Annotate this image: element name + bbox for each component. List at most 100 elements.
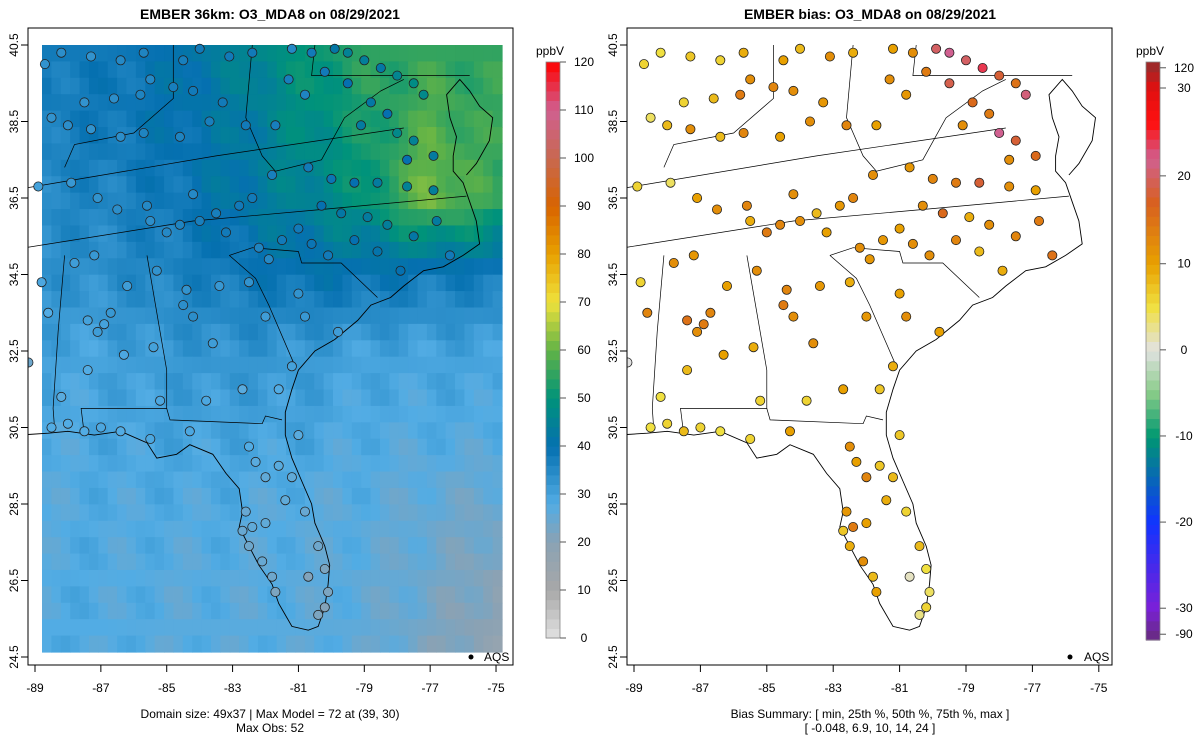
colorbar-segment xyxy=(1146,351,1160,362)
grid-cell xyxy=(98,455,109,473)
grid-cell xyxy=(483,602,494,620)
grid-cell xyxy=(379,159,390,177)
grid-cell xyxy=(248,553,259,571)
grid-cell xyxy=(473,307,484,325)
grid-cell xyxy=(267,323,278,341)
grid-cell xyxy=(60,209,71,227)
grid-cell xyxy=(145,487,156,505)
station-marker xyxy=(408,135,419,146)
station-marker xyxy=(808,338,819,349)
grid-cell xyxy=(286,323,297,341)
grid-cell xyxy=(351,619,362,637)
colorbar-segment xyxy=(546,177,560,188)
grid-cell xyxy=(426,291,437,309)
grid-cell xyxy=(220,192,231,210)
grid-cell xyxy=(239,422,250,440)
station-marker xyxy=(864,254,875,265)
grid-cell xyxy=(117,340,128,358)
grid-cell xyxy=(398,291,409,309)
model-grid xyxy=(42,45,503,653)
station-marker xyxy=(738,47,749,58)
grid-cell xyxy=(79,258,90,276)
grid-cell xyxy=(398,241,409,259)
colorbar-segment xyxy=(1146,187,1160,198)
station-marker xyxy=(907,238,918,249)
grid-cell xyxy=(492,45,503,63)
grid-cell xyxy=(276,520,287,538)
station-marker xyxy=(43,307,54,318)
station-marker xyxy=(894,223,905,234)
grid-cell xyxy=(42,274,52,292)
grid-cell xyxy=(304,438,315,456)
grid-cell xyxy=(220,635,231,653)
grid-cell xyxy=(361,389,372,407)
grid-cell xyxy=(88,422,99,440)
grid-cell xyxy=(436,192,447,210)
grid-cell xyxy=(333,537,344,555)
grid-cell xyxy=(436,455,447,473)
grid-cell xyxy=(333,553,344,571)
grid-cell xyxy=(145,455,156,473)
grid-cell xyxy=(173,307,184,325)
grid-cell xyxy=(464,209,475,227)
grid-cell xyxy=(304,602,315,620)
grid-cell xyxy=(286,455,297,473)
colorbar-segment xyxy=(546,474,560,485)
grid-cell xyxy=(483,258,494,276)
grid-cell xyxy=(286,258,297,276)
grid-cell xyxy=(323,635,334,653)
colorbar-tick-label: 100 xyxy=(574,151,594,165)
grid-cell xyxy=(408,159,419,177)
grid-cell xyxy=(483,340,494,358)
grid-cell xyxy=(276,537,287,555)
grid-cell xyxy=(51,176,62,194)
grid-cell xyxy=(483,159,494,177)
grid-cell xyxy=(145,422,156,440)
grid-cell xyxy=(304,356,315,374)
grid-cell xyxy=(182,176,193,194)
grid-cell xyxy=(333,241,344,259)
grid-cell xyxy=(314,94,325,112)
grid-cell xyxy=(323,520,334,538)
grid-cell xyxy=(286,77,297,95)
grid-cell xyxy=(248,373,259,391)
grid-cell xyxy=(257,127,268,145)
grid-cell xyxy=(408,274,419,292)
grid-cell xyxy=(79,455,90,473)
grid-cell xyxy=(473,225,484,243)
station-marker xyxy=(838,525,849,536)
y-tick-label: 28.5 xyxy=(606,492,620,516)
grid-cell xyxy=(79,77,90,95)
colorbar-segment xyxy=(546,263,560,274)
grid-cell xyxy=(79,241,90,259)
grid-cell xyxy=(295,586,306,604)
grid-cell xyxy=(126,356,137,374)
grid-cell xyxy=(267,356,278,374)
grid-cell xyxy=(145,241,156,259)
grid-cell xyxy=(351,586,362,604)
grid-cell xyxy=(210,438,221,456)
colorbar-segment xyxy=(546,158,560,169)
grid-cell xyxy=(426,45,437,63)
grid-cell xyxy=(304,274,315,292)
grid-cell xyxy=(445,340,456,358)
grid-cell xyxy=(164,110,175,128)
grid-cell xyxy=(351,422,362,440)
grid-cell xyxy=(117,356,128,374)
grid-cell xyxy=(473,405,484,423)
grid-cell xyxy=(379,635,390,653)
grid-cell xyxy=(154,635,165,653)
grid-cell xyxy=(342,258,353,276)
colorbar-segment xyxy=(1146,370,1160,381)
state-border xyxy=(229,247,378,298)
grid-cell xyxy=(455,635,466,653)
grid-cell xyxy=(398,537,409,555)
grid-cell xyxy=(333,389,344,407)
grid-cell xyxy=(408,127,419,145)
grid-cell xyxy=(379,520,390,538)
grid-cell xyxy=(51,373,62,391)
station-marker xyxy=(428,185,439,196)
grid-cell xyxy=(107,323,118,341)
grid-cell xyxy=(370,127,381,145)
grid-cell xyxy=(351,635,362,653)
